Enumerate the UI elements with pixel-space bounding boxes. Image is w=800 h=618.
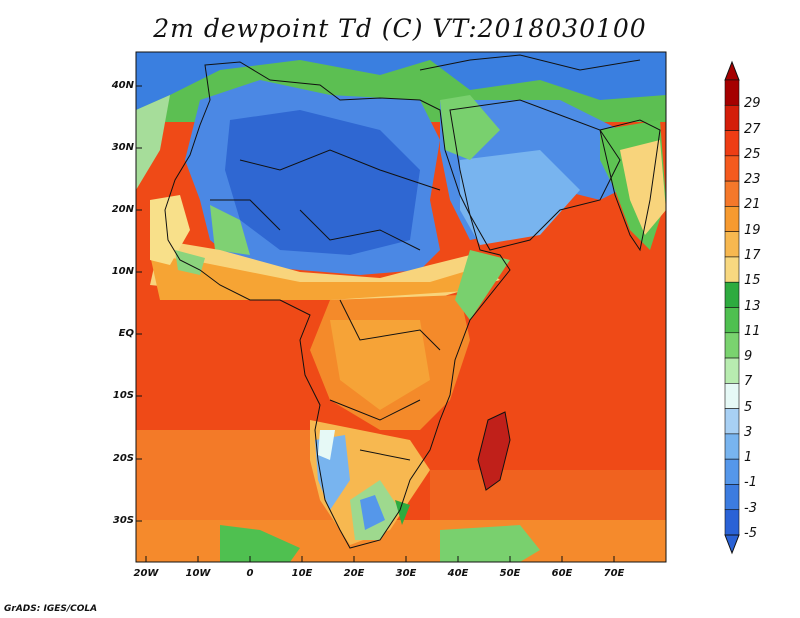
colorbar-tick-label: 21 <box>744 197 761 213</box>
colorbar-tick-label: -3 <box>744 500 757 516</box>
lon-label-20w: 20W <box>133 568 159 579</box>
colorbar-tick-label: 3 <box>744 424 753 440</box>
colorbar-swatch <box>724 433 740 460</box>
colorbar-tick-label: 7 <box>744 374 753 390</box>
colorbar-swatch <box>724 484 740 511</box>
colorbar-swatch <box>724 155 740 182</box>
lat-label-10n: 10N <box>111 266 134 277</box>
colorbar-swatch <box>724 256 740 283</box>
lat-label-30n: 30N <box>111 142 134 153</box>
colorbar-tick-label: 15 <box>744 273 761 289</box>
colorbar-tick-label: 13 <box>744 298 761 314</box>
lon-label-20e: 20E <box>343 568 365 579</box>
lon-label-50e: 50E <box>499 568 521 579</box>
colorbar-swatch <box>724 180 740 207</box>
lon-label-70e: 70E <box>603 568 625 579</box>
colorbar-tick-label: 17 <box>744 247 761 263</box>
lon-label-0: 0 <box>246 568 254 579</box>
colorbar-top-arrow <box>724 60 740 81</box>
colorbar-bottom-arrow <box>724 534 740 555</box>
colorbar-tick-label: 19 <box>744 222 761 238</box>
colorbar-swatch <box>724 509 740 536</box>
lat-label-20n: 20N <box>111 204 134 215</box>
dewpoint-field <box>136 52 666 562</box>
colorbar-swatch <box>724 383 740 409</box>
lat-label-eq: EQ <box>118 328 134 339</box>
map-title: 2m dewpoint Td (C) VT:2018030100 <box>153 14 647 43</box>
colorbar-tick-label: 23 <box>744 172 761 188</box>
lon-label-40e: 40E <box>447 568 469 579</box>
lon-label-60e: 60E <box>551 568 573 579</box>
colorbar-swatch <box>724 231 740 258</box>
colorbar-swatch <box>724 332 740 359</box>
colorbar-swatch <box>724 79 740 106</box>
colorbar-swatch <box>724 130 740 157</box>
lon-label-10w: 10W <box>185 568 211 579</box>
colorbar-tick-label: 9 <box>744 349 753 365</box>
colorbar-tick-label: 27 <box>744 121 761 137</box>
lat-label-30s: 30S <box>112 515 134 526</box>
colorbar-tick-label: -5 <box>744 526 757 541</box>
grads-credit: GrADS: IGES/COLA <box>4 604 98 614</box>
colorbar-swatch <box>724 307 740 334</box>
lat-label-20s: 20S <box>112 453 134 464</box>
colorbar-tick-label: 1 <box>744 450 753 466</box>
colorbar <box>724 60 740 555</box>
lat-label-10s: 10S <box>112 390 134 401</box>
colorbar-tick-label: 29 <box>744 96 761 112</box>
colorbar-tick-label: 11 <box>744 323 761 339</box>
axis-ticks <box>136 85 615 562</box>
colorbar-tick-label: 25 <box>744 146 761 162</box>
coastlines <box>164 54 661 549</box>
colorbar-swatch <box>724 206 740 232</box>
colorbar-swatch <box>724 281 740 308</box>
colorbar-swatch <box>724 458 740 485</box>
colorbar-swatch <box>724 104 740 131</box>
colorbar-tick-label: 5 <box>744 399 753 415</box>
lat-label-40n: 40N <box>111 80 134 91</box>
colorbar-tick-label: -1 <box>744 475 757 491</box>
colorbar-swatch <box>724 408 740 435</box>
colorbar-swatch <box>724 357 740 384</box>
lon-label-10e: 10E <box>291 568 313 579</box>
lon-label-30e: 30E <box>395 568 417 579</box>
plot-frame <box>135 51 667 563</box>
